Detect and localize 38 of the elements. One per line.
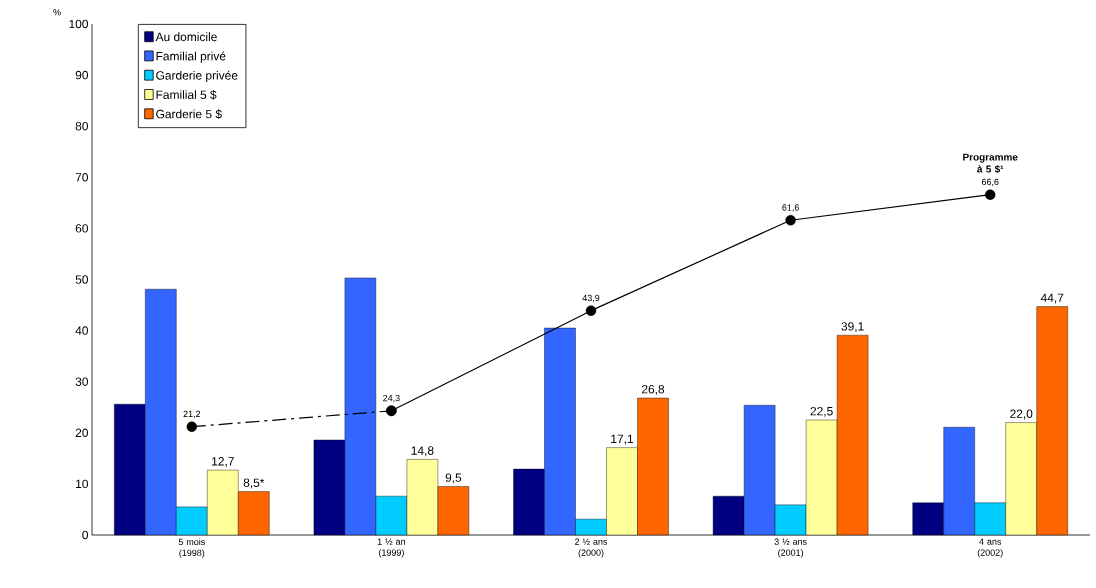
data-label: 44,7 [1040,293,1064,304]
x-tick-label: 4 ans (2002) [977,538,1003,558]
legend-label: Au domicile [155,32,217,42]
data-label: 24,3 [383,394,400,403]
y-axis-title: % [53,9,61,16]
data-label: 43,9 [582,294,600,303]
legend-label: Familial privé [156,51,226,63]
data-label: 17,1 [611,434,634,445]
data-label: 61,6 [782,204,799,212]
x-tick-label: 2 ½ ans (2000) [575,538,608,558]
legend-label: Garderie 5 $ [156,109,222,119]
legend-label: Familial 5 $ [156,90,217,100]
y-tick-label: 80 [75,121,89,131]
data-label: 39,1 [841,322,864,333]
y-tick-label: 30 [75,377,89,386]
data-label: 14,8 [411,446,434,457]
data-label: 22,0 [1010,409,1033,420]
x-tick-label: 1 ½ an (1999) [377,538,406,558]
data-label: 12,7 [212,457,234,467]
data-label: 8,5* [243,478,265,489]
y-tick-label: 90 [75,70,89,80]
y-tick-label: 70 [75,173,89,182]
legend-label: Garderie privée [156,70,238,83]
data-label: 21,2 [183,410,201,419]
y-tick-label: 0 [82,530,89,540]
x-tick-label: 3 ½ ans (2001) [774,538,807,558]
y-tick-label: 40 [75,326,89,335]
y-tick-label: 20 [75,428,89,438]
text: Programme à 5 $¹ [963,153,1018,174]
y-tick-label: 10 [76,479,89,489]
y-tick-label: 50 [75,275,89,284]
data-label: 66,6 [981,178,999,187]
y-tick-label: 100 [69,19,89,29]
data-label: 9,5 [445,473,462,484]
x-tick-label: 5 mois (1998) [178,538,205,558]
y-tick-label: 60 [75,224,89,233]
data-label: 26,8 [641,384,665,395]
data-label: 22,5 [810,406,833,417]
